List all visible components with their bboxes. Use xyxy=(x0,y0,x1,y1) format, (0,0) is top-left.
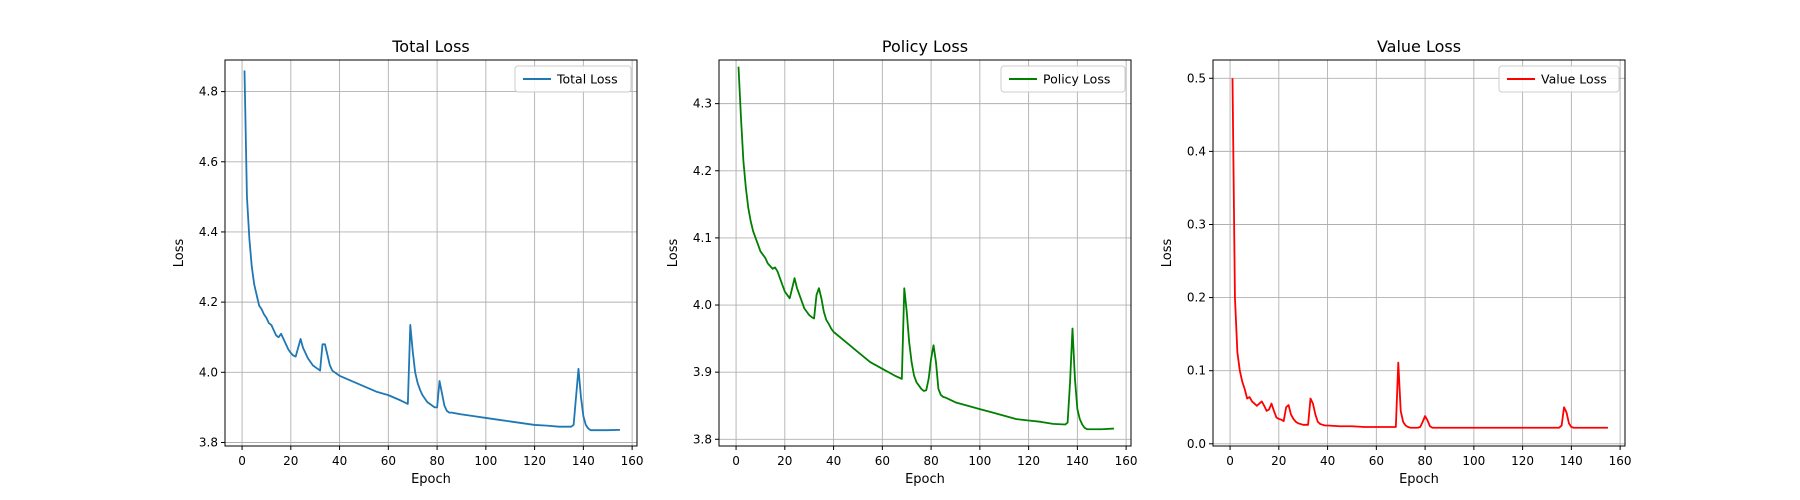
x-tick-label: 80 xyxy=(923,454,938,468)
x-tick-label: 100 xyxy=(474,454,497,468)
chart-panel-1: 0 20 40 60 80 100 120 140 160 3.8 4.0 4.2 4.4 4.6 4.8 T… xyxy=(172,37,644,487)
x-axis-label: Epoch xyxy=(905,472,945,487)
series-line xyxy=(1231,78,1608,429)
x-axis-label: Epoch xyxy=(411,472,451,487)
chart-panel-3: 0 20 40 60 80 100 120 140 160 0.0 0.1 0.2 0.3 0.4 0.5 V… xyxy=(1160,37,1632,487)
series-line xyxy=(737,66,1114,431)
y-axis-label: Loss xyxy=(172,239,187,268)
legend: Value Loss xyxy=(1498,65,1620,93)
x-tick-label: 140 xyxy=(1560,454,1583,468)
y-tick-label: 4.4 xyxy=(199,225,218,239)
x-tick-label: 100 xyxy=(968,454,991,468)
x-tick-label: 60 xyxy=(1369,454,1384,468)
y-tick-label: 4.2 xyxy=(693,164,712,178)
x-tick-label: 120 xyxy=(1017,454,1040,468)
x-tick-label: 20 xyxy=(1271,454,1286,468)
x-axis-label: Epoch xyxy=(1399,472,1439,487)
x-tick-label: 80 xyxy=(429,454,444,468)
grid-lines xyxy=(719,60,1131,446)
x-tick-label: 40 xyxy=(1320,454,1335,468)
y-tick-label: 4.8 xyxy=(199,85,218,99)
legend-box xyxy=(514,65,632,93)
x-tick-label: 0 xyxy=(238,454,246,468)
x-tick-label: 100 xyxy=(1462,454,1485,468)
y-tick-label: 4.1 xyxy=(693,231,712,245)
y-tick-label: 0.2 xyxy=(1187,291,1206,305)
x-tick-label: 40 xyxy=(826,454,841,468)
legend-label: Policy Loss xyxy=(1043,72,1110,87)
y-tick-label: 0.5 xyxy=(1187,71,1206,85)
series-line xyxy=(243,70,620,432)
plot-frame xyxy=(224,59,638,447)
legend-label: Total Loss xyxy=(556,72,618,87)
legend: Policy Loss xyxy=(1000,65,1126,93)
y-tick-label: 3.8 xyxy=(693,432,712,446)
x-tick-label: 160 xyxy=(621,454,644,468)
chart-title: Total Loss xyxy=(391,37,470,56)
y-tick-label: 0.4 xyxy=(1187,144,1206,158)
legend-box xyxy=(1000,65,1126,93)
grid-lines xyxy=(225,60,637,446)
x-tick-label: 140 xyxy=(1066,454,1089,468)
y-axis-label: Loss xyxy=(666,239,681,268)
y-tick-label: 0.3 xyxy=(1187,217,1206,231)
x-tick-label: 120 xyxy=(523,454,546,468)
x-tick-label: 40 xyxy=(332,454,347,468)
x-tick-label: 160 xyxy=(1609,454,1632,468)
chart-title: Policy Loss xyxy=(882,37,968,56)
x-tick-label: 20 xyxy=(283,454,298,468)
legend: Total Loss xyxy=(514,65,632,93)
legend-label: Value Loss xyxy=(1541,72,1607,87)
y-axis-label: Loss xyxy=(1160,239,1175,268)
plot-frame xyxy=(1212,59,1626,447)
x-tick-label: 20 xyxy=(777,454,792,468)
legend-box xyxy=(1498,65,1620,93)
x-tick-label: 60 xyxy=(875,454,890,468)
plot-frame xyxy=(718,59,1132,447)
y-tick-label: 0.0 xyxy=(1187,437,1206,451)
x-tick-label: 60 xyxy=(381,454,396,468)
grid-lines xyxy=(1213,60,1625,446)
chart-title: Value Loss xyxy=(1377,37,1461,56)
y-tick-label: 4.0 xyxy=(693,298,712,312)
x-tick-label: 80 xyxy=(1417,454,1432,468)
x-tick-label: 0 xyxy=(732,454,740,468)
x-tick-label: 120 xyxy=(1511,454,1534,468)
y-tick-label: 4.6 xyxy=(199,155,218,169)
y-tick-label: 3.8 xyxy=(199,435,218,449)
y-tick-label: 4.3 xyxy=(693,97,712,111)
y-tick-label: 4.0 xyxy=(199,365,218,379)
chart-panel-2: 0 20 40 60 80 100 120 140 160 3.8 3.9 4.0 4.1 4.2 4.3 P… xyxy=(666,37,1138,487)
y-tick-label: 3.9 xyxy=(693,365,712,379)
y-tick-label: 0.1 xyxy=(1187,364,1206,378)
x-tick-label: 140 xyxy=(572,454,595,468)
x-tick-label: 160 xyxy=(1115,454,1138,468)
y-tick-label: 4.2 xyxy=(199,295,218,309)
x-tick-label: 0 xyxy=(1226,454,1234,468)
